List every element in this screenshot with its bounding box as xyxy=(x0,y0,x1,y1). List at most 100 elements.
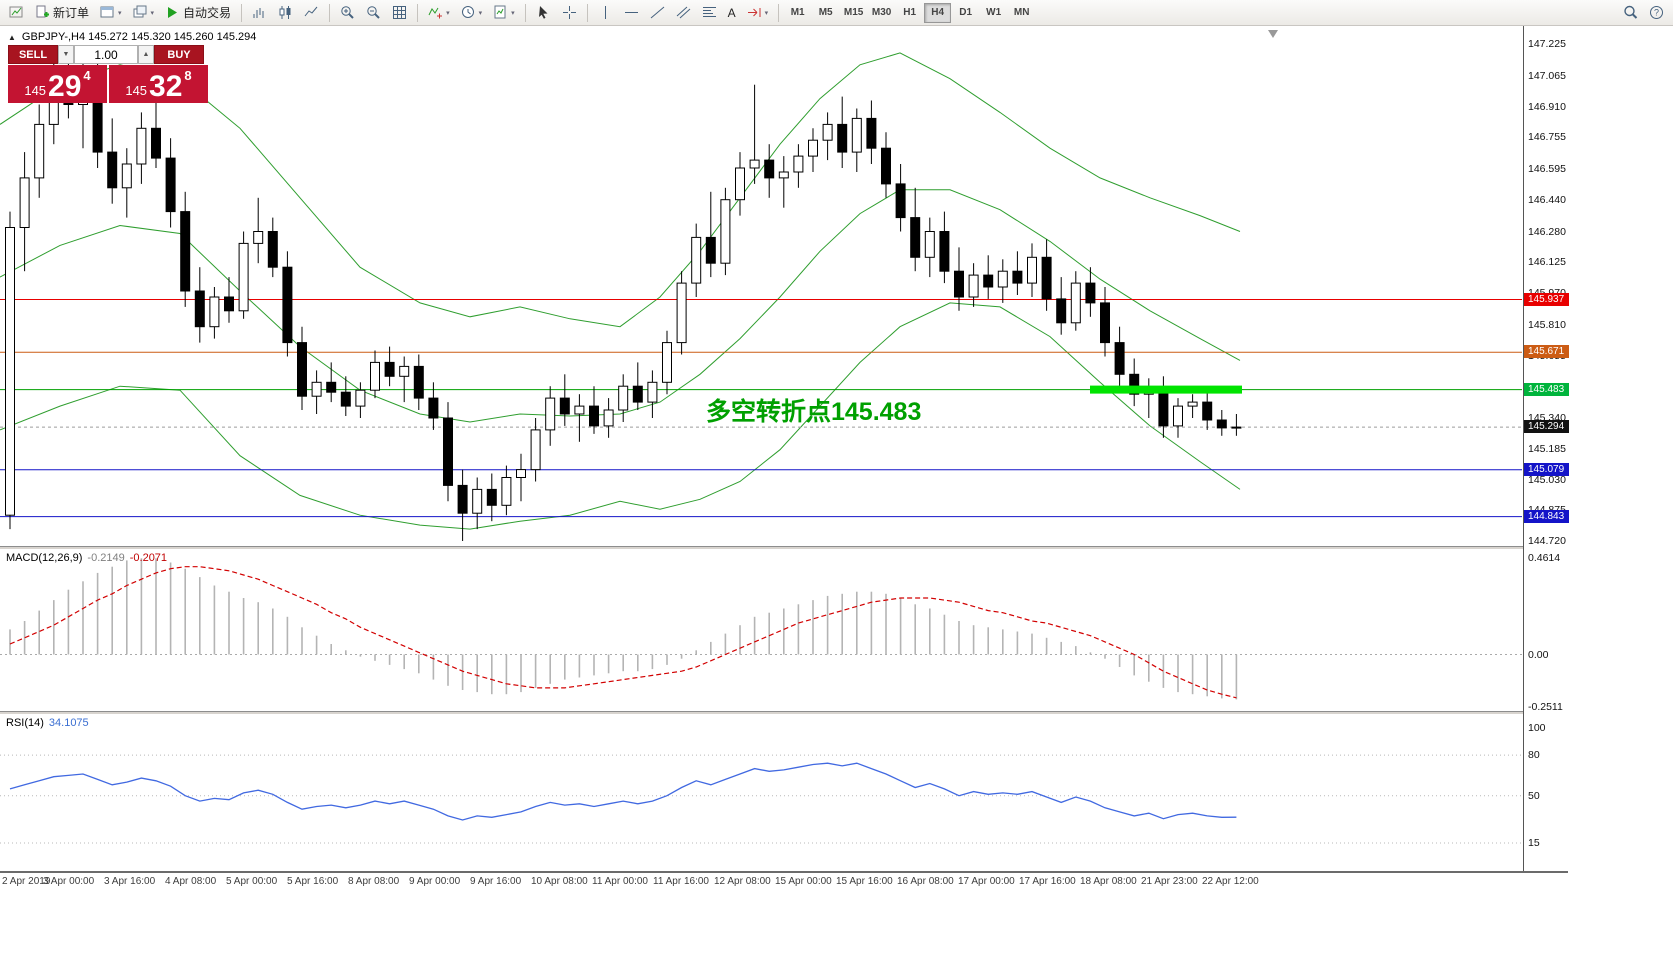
panel-splitter[interactable] xyxy=(0,711,1568,714)
timeframe-m5-button[interactable]: M5 xyxy=(812,3,839,23)
macd-subwindow[interactable] xyxy=(0,549,1522,711)
rsi-subwindow[interactable] xyxy=(0,714,1522,871)
bollinger-upper-band xyxy=(0,52,1241,328)
price-tick: 146.755 xyxy=(1528,131,1566,143)
macd-histogram xyxy=(9,558,1238,700)
time-tick: 3 Apr 00:00 xyxy=(43,876,95,887)
chart-shift-marker[interactable] xyxy=(1268,30,1278,38)
horizontal-line-button[interactable] xyxy=(619,2,644,24)
price-axis[interactable]: 147.225 147.065 146.910 146.755 146.595 146.4… xyxy=(1523,26,1569,871)
indicators-button[interactable]: ▾ xyxy=(423,2,455,24)
time-tick: 4 Apr 08:00 xyxy=(165,876,217,887)
rsi-line xyxy=(9,762,1237,821)
candlestick-chart-button[interactable] xyxy=(273,2,298,24)
charts-button[interactable]: ▾ xyxy=(128,2,160,24)
help-icon: ? xyxy=(1650,6,1663,19)
search-icon xyxy=(1624,5,1638,19)
time-tick: 17 Apr 00:00 xyxy=(958,876,1015,887)
rsi-axis-tick: 80 xyxy=(1528,749,1540,761)
price-tick: 147.065 xyxy=(1528,70,1566,82)
timeframe-mn-button[interactable]: MN xyxy=(1008,3,1035,23)
macd-signal-line xyxy=(9,566,1237,699)
time-tick: 15 Apr 00:00 xyxy=(775,876,832,887)
new-chart-button[interactable] xyxy=(4,2,29,24)
autotrading-button[interactable]: 自动交易 xyxy=(160,2,236,24)
cursor-button[interactable] xyxy=(531,2,556,24)
help-button[interactable]: ? xyxy=(1644,2,1669,24)
rsi-chart[interactable] xyxy=(0,714,1522,871)
macd-axis-tick: -0.2511 xyxy=(1528,701,1563,713)
timeframe-m15-button[interactable]: M15 xyxy=(840,3,867,23)
time-axis[interactable]: 2 Apr 2019 3 Apr 00:00 3 Apr 16:00 4 Apr 08… xyxy=(0,873,1522,890)
one-click-trading-panel: SELL ▼ ▲ BUY 145 29 4 145 32 8 xyxy=(8,45,208,103)
timeframe-m30-button[interactable]: M30 xyxy=(868,3,895,23)
panel-splitter[interactable] xyxy=(0,546,1568,549)
crosshair-button[interactable] xyxy=(557,2,582,24)
periods-button[interactable]: ▾ xyxy=(456,2,488,24)
price-tick: 145.030 xyxy=(1528,474,1566,486)
buy-price-sup: 8 xyxy=(184,68,192,83)
pivot-line-145483-badge: 145.483 xyxy=(1524,383,1569,396)
volume-decrease-button[interactable]: ▼ xyxy=(58,45,74,64)
toolbar: 新订单 ▾ ▾ 自动交易 ▾ ▾ ▾ A ▾ M1 M5 M15 M30 H1 H4 D1 W1 MN? xyxy=(0,0,1673,26)
price-tick: 144.720 xyxy=(1528,535,1566,547)
trendline-button[interactable] xyxy=(645,2,670,24)
buy-button[interactable]: BUY xyxy=(154,45,204,64)
dropdown-arrow-icon: ▾ xyxy=(478,9,483,17)
price-tick: 146.280 xyxy=(1528,226,1566,238)
sell-button[interactable]: SELL xyxy=(8,45,58,64)
candles-icon xyxy=(279,6,291,19)
macd-indicator-label: MACD(12,26,9) -0.2149 -0.2071 xyxy=(6,552,167,564)
template-icon xyxy=(494,5,506,19)
macd-chart[interactable] xyxy=(0,549,1522,711)
arrows-tool-button[interactable]: ▾ xyxy=(742,2,774,24)
timeframe-h4-button[interactable]: H4 xyxy=(924,2,952,23)
fibonacci-button[interactable] xyxy=(697,2,722,24)
timeframe-d1-button[interactable]: D1 xyxy=(952,3,979,23)
time-tick: 22 Apr 12:00 xyxy=(1202,876,1259,887)
profiles-button[interactable]: ▾ xyxy=(95,2,127,24)
pivot-line-145483-highlight[interactable] xyxy=(1090,385,1242,394)
candlestick-chart[interactable] xyxy=(0,26,1522,546)
line-chart-button[interactable] xyxy=(299,2,324,24)
search-button[interactable] xyxy=(1618,2,1643,24)
equidistant-channel-button[interactable] xyxy=(671,2,696,24)
sell-price-button[interactable]: 145 29 4 xyxy=(8,65,107,103)
toolbar-separator xyxy=(778,3,780,22)
sell-price-big: 29 xyxy=(48,70,82,104)
sell-price-main: 145 xyxy=(24,83,47,98)
timeframe-m1-button[interactable]: M1 xyxy=(784,3,811,23)
toolbar-separator xyxy=(329,3,331,22)
toolbar-separator xyxy=(241,3,243,22)
time-tick: 11 Apr 00:00 xyxy=(592,876,648,887)
tile-windows-button[interactable] xyxy=(387,2,412,24)
one-click-collapse-icon[interactable]: ▲ xyxy=(8,32,16,42)
price-tick: 146.440 xyxy=(1528,194,1566,206)
toolbar-separator xyxy=(524,3,526,22)
window-icon xyxy=(100,6,114,18)
timeframe-h1-button[interactable]: H1 xyxy=(896,3,923,23)
bar-chart-button[interactable] xyxy=(247,2,272,24)
volume-input[interactable] xyxy=(74,45,138,64)
zoom-out-button[interactable] xyxy=(361,2,386,24)
text-tool-button-label: A xyxy=(727,5,736,20)
volume-increase-button[interactable]: ▲ xyxy=(138,45,154,64)
dropdown-arrow-icon: ▾ xyxy=(511,9,515,17)
timeframe-w1-button[interactable]: W1 xyxy=(980,3,1007,23)
time-axis-border xyxy=(0,871,1568,873)
main-chart-panel[interactable] xyxy=(0,26,1522,546)
price-tick: 145.810 xyxy=(1528,319,1566,331)
bollinger-lower-band xyxy=(0,302,1241,530)
buy-price-button[interactable]: 145 32 8 xyxy=(109,65,208,103)
templates-button[interactable]: ▾ xyxy=(488,2,520,24)
text-tool-button[interactable]: A xyxy=(723,2,741,24)
dropdown-arrow-icon: ▾ xyxy=(150,9,155,17)
new-order-button[interactable]: 新订单 xyxy=(30,2,94,24)
zoom-in-button[interactable] xyxy=(335,2,360,24)
vline-icon xyxy=(604,6,606,19)
dropdown-arrow-icon: ▾ xyxy=(446,9,450,17)
crosshair-icon xyxy=(562,6,576,19)
time-tick: 12 Apr 08:00 xyxy=(714,876,771,887)
vertical-line-button[interactable] xyxy=(593,2,618,24)
time-tick: 11 Apr 16:00 xyxy=(653,876,709,887)
